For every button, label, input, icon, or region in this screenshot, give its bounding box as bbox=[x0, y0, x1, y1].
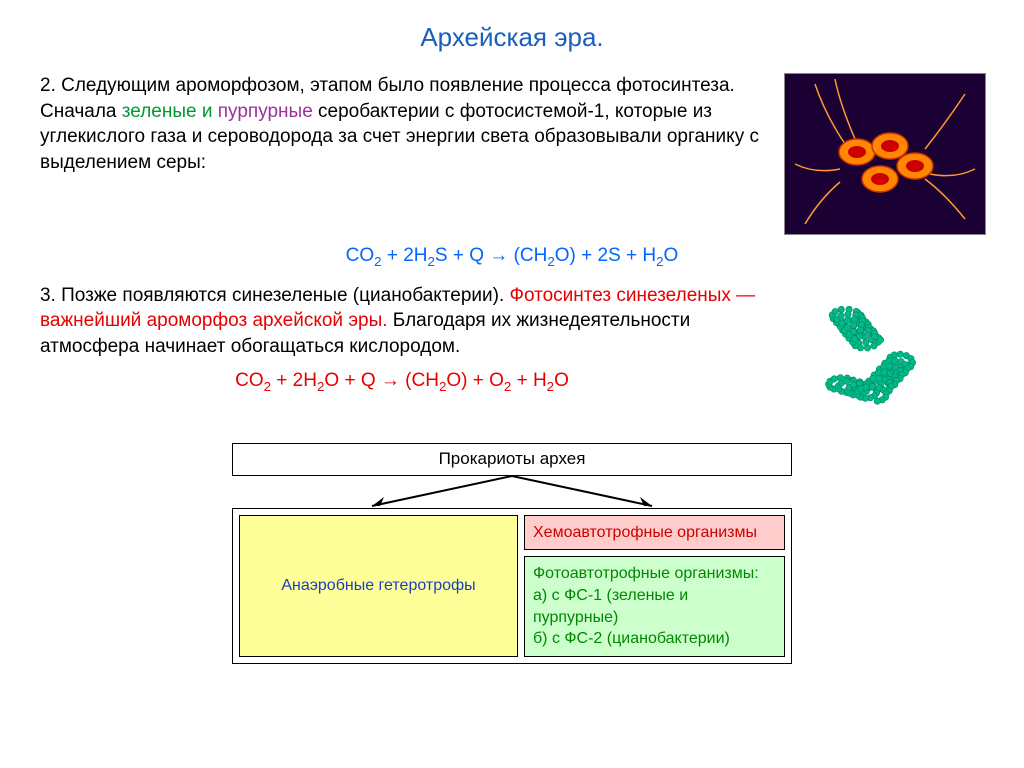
formula-1: CO2 + 2H2S + Q → (CH2O) + 2S + H2O bbox=[40, 243, 984, 271]
diagram-chemoautotroph-cell: Хемоавтотрофные организмы bbox=[524, 515, 785, 551]
formula-2: CO2 + 2H2O + Q → (CH2O) + O2 + H2O bbox=[40, 368, 764, 396]
diagram-top-label: Прокариоты архея bbox=[232, 443, 792, 476]
paragraph-2: 2. Следующим ароморфозом, этапом было по… bbox=[40, 73, 764, 176]
page-title: Архейская эра. bbox=[40, 20, 984, 55]
prokaryote-diagram: Прокариоты архея Анаэробные гетеротрофы … bbox=[232, 443, 792, 664]
diagram-arrows bbox=[232, 476, 792, 508]
section-3-row: 3. Позже появляются синезеленые (цианоба… bbox=[40, 283, 984, 423]
diagram-photoautotroph-cell: Фотоавтотрофные организмы: а) с ФС-1 (зе… bbox=[524, 556, 785, 656]
paragraph-3: 3. Позже появляются синезеленые (цианоба… bbox=[40, 283, 764, 360]
diagram-anaerobic-cell: Анаэробные гетеротрофы bbox=[239, 515, 518, 657]
section-2-row: 2. Следующим ароморфозом, этапом было по… bbox=[40, 73, 984, 235]
cyanobacteria-image bbox=[784, 283, 984, 423]
bacteria-image bbox=[784, 73, 986, 235]
